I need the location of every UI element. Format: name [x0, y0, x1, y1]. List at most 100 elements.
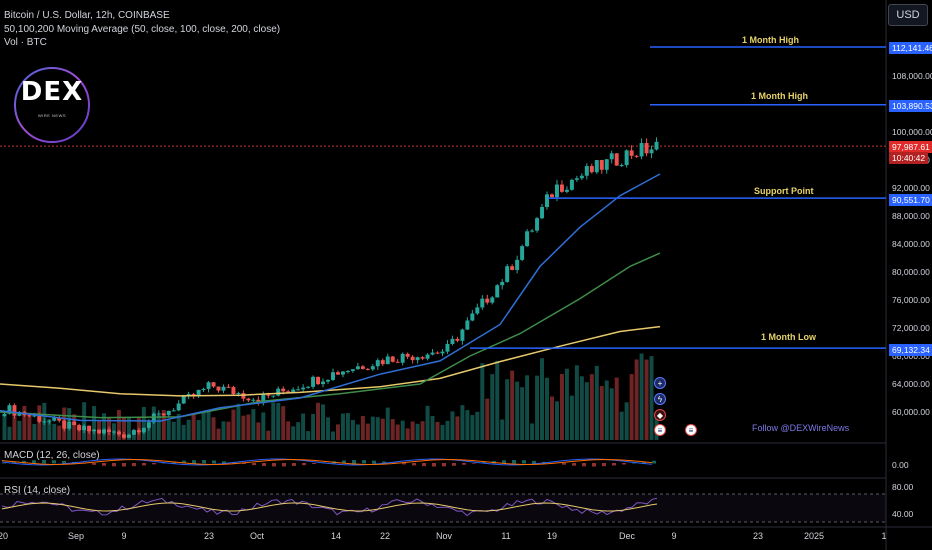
volume-bar [226, 421, 231, 440]
volume-bar [281, 406, 286, 440]
volume-bar [405, 428, 410, 440]
us-flag-icon-2[interactable]: ≡ [685, 424, 697, 436]
candle-body [639, 143, 644, 157]
x-tick-label: Dec [619, 531, 636, 541]
macd-histogram-bar [562, 463, 566, 465]
compass-icon[interactable]: ◆ [654, 409, 666, 421]
y-tick-label: 72,000.00 [892, 323, 930, 333]
y-tick-label: 84,000.00 [892, 239, 930, 249]
volume-bar [380, 418, 385, 440]
candle-body [12, 405, 17, 416]
us-flag-icon[interactable]: ≡ [654, 424, 666, 436]
plus-icon[interactable]: + [654, 377, 666, 389]
logo-subtext: WIRE NEWS [37, 113, 67, 118]
candle-body [87, 425, 92, 432]
macd-histogram-bar [572, 463, 576, 466]
volume-legend[interactable]: Vol · BTC [4, 37, 47, 48]
candle-body [545, 194, 549, 207]
price-tag-103890: 103,890.53 [889, 100, 932, 112]
volume-bar [425, 405, 430, 440]
candle-body [291, 389, 296, 393]
candle-body [216, 386, 221, 391]
volume-bar [7, 426, 12, 440]
candle-body [370, 366, 375, 370]
volume-bar [545, 377, 549, 440]
lightning-icon[interactable]: ϟ [654, 393, 666, 405]
macd-histogram-bar [302, 463, 306, 466]
candle-body [266, 394, 271, 396]
candle-body [515, 259, 520, 270]
volume-bar [554, 401, 559, 440]
candle-body [112, 431, 116, 433]
volume-bar [311, 413, 316, 440]
macd-histogram-bar [442, 463, 446, 467]
x-tick-label: 14 [331, 531, 341, 541]
candle-body [415, 357, 420, 361]
candle-body [485, 298, 490, 303]
macd-histogram-bar [432, 463, 436, 467]
x-tick-label: 9 [671, 531, 676, 541]
volume-bar [12, 416, 17, 440]
candle-body [480, 298, 485, 308]
macd-histogram-bar [172, 461, 176, 464]
currency-button[interactable]: USD [888, 4, 928, 26]
volume-bar [77, 425, 82, 440]
macd-histogram-bar [202, 460, 206, 464]
candle-body [82, 425, 87, 431]
volume-bar [614, 377, 619, 440]
rsi-band [0, 494, 886, 522]
x-tick-label: 22 [380, 531, 390, 541]
candle-body [465, 320, 470, 330]
candle-body [360, 366, 365, 369]
volume-bar [430, 416, 435, 440]
macd-histogram-bar [342, 460, 346, 464]
volume-bar [241, 415, 246, 440]
candle-body [530, 230, 535, 232]
candle-body [510, 266, 515, 270]
candle-body [316, 376, 321, 385]
candle-body [271, 395, 276, 397]
volume-bar [236, 403, 241, 440]
candle-body [2, 413, 7, 416]
candle-body [490, 297, 495, 303]
volume-bar [559, 373, 564, 440]
macd-histogram-bar [122, 463, 126, 467]
candle-body [559, 184, 564, 192]
current-price-tag: 97,987.61 [889, 141, 932, 153]
volume-bar [340, 413, 345, 440]
y-tick-label: 76,000.00 [892, 295, 930, 305]
volume-bar [540, 358, 545, 440]
volume-bar [166, 420, 171, 440]
candle-body [589, 166, 594, 173]
macd-histogram-bar [152, 463, 156, 465]
volume-bar [535, 375, 540, 440]
rsi-label[interactable]: RSI (14, close) [4, 485, 71, 496]
macd-histogram-bar [92, 463, 96, 465]
macd-label[interactable]: MACD (12, 26, close) [4, 450, 100, 461]
candle-body [196, 389, 201, 397]
candle-body [321, 381, 326, 385]
macd-histogram-bar [402, 463, 406, 465]
volume-bar [261, 412, 266, 440]
x-tick-label: 2025 [804, 531, 824, 541]
candle-body [525, 231, 530, 247]
candle-body [450, 338, 455, 344]
candle-body [455, 338, 460, 341]
macd-histogram-bar [652, 460, 656, 464]
volume-bar [455, 416, 460, 440]
macd-histogram-bar [222, 461, 226, 464]
candle-body [326, 379, 330, 382]
y-tick-label: 100,000.00 [892, 127, 932, 137]
volume-bar [550, 396, 554, 440]
x-tick-label: 11 [501, 531, 510, 541]
moving-average-legend[interactable]: 50,100,200 Moving Average (50, close, 10… [4, 24, 281, 35]
candle-body [614, 153, 619, 166]
price-tag-90551: 90,551.70 [889, 194, 932, 206]
candle-body [400, 353, 405, 363]
volume-bar [67, 408, 72, 440]
candle-body [306, 386, 311, 388]
macd-histogram-bar [102, 463, 106, 466]
x-tick-label: Sep [68, 531, 84, 541]
candle-body [47, 420, 52, 422]
